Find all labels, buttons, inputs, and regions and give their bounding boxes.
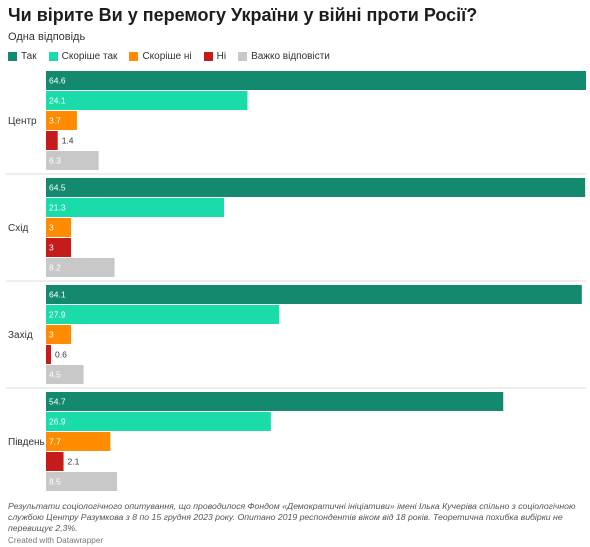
bar-4 (46, 345, 52, 364)
value-label: 64.1 (49, 290, 66, 300)
bar-4 (46, 131, 58, 150)
bar-1 (46, 178, 586, 197)
chart-subtitle: Одна відповідь (8, 31, 86, 43)
value-label: 64.5 (49, 183, 66, 193)
value-label: 6.3 (49, 156, 61, 166)
legend-label: Так (21, 51, 37, 62)
bar-1 (46, 392, 504, 411)
value-label: 3.7 (49, 116, 61, 126)
category-label: Захід (8, 330, 33, 341)
bar-4 (46, 238, 72, 257)
legend-label: Важко відповісти (251, 51, 330, 62)
legend-label: Ні (216, 51, 227, 62)
value-label: 26.9 (49, 417, 66, 427)
value-label: 4.5 (49, 370, 61, 380)
legend-swatch (8, 52, 17, 61)
category-label: Схід (8, 223, 28, 234)
legend-label: Скоріше так (61, 51, 118, 62)
value-label: 8.5 (49, 477, 61, 487)
bar-2 (46, 91, 248, 110)
value-label: 3 (49, 243, 54, 253)
bar-1 (46, 285, 582, 304)
bar-3 (46, 432, 111, 451)
bar-5 (46, 365, 84, 384)
bar-chart: Центр 64.6 24.1 3.71.46.3 Схід 64.5 21.3 3 3 8.2 З… (6, 71, 586, 491)
legend-swatch (129, 52, 139, 61)
bar-2 (46, 412, 271, 431)
value-label: 3 (49, 330, 54, 340)
bar-2 (46, 198, 225, 217)
value-label: 7.7 (49, 437, 61, 447)
category-label: Центр (8, 116, 37, 127)
legend-item: Скоріше так (48, 51, 118, 62)
chart-notes: Результати соціологічного опитування, що… (8, 501, 576, 533)
bar-4 (46, 452, 64, 471)
chart-legend: Так Скоріше так Скоріше ні Ні Важко відповіс… (8, 51, 330, 62)
value-label: 0.6 (55, 350, 67, 360)
bar-3 (46, 111, 77, 130)
value-label: 27.9 (49, 310, 66, 320)
value-label: 8.2 (49, 263, 61, 273)
bar-3 (46, 218, 72, 237)
bar-2 (46, 305, 280, 324)
category-label: Південь (8, 437, 45, 448)
bar-5 (46, 151, 99, 170)
chart-title: Чи вірите Ви у перемогу України у війні … (8, 5, 478, 25)
legend-item: Скоріше ні (129, 51, 192, 62)
value-label: 54.7 (49, 397, 66, 407)
value-label: 64.6 (49, 76, 66, 86)
value-label: 21.3 (49, 203, 66, 213)
bar-5 (46, 258, 115, 277)
bar-5 (46, 472, 118, 491)
bar-1 (46, 71, 586, 90)
legend-item: Ні (203, 51, 227, 62)
legend-label: Скоріше ні (142, 51, 192, 62)
legend-item: Так (8, 51, 37, 62)
legend-item: Важко відповісти (238, 51, 330, 62)
legend-swatch (203, 52, 213, 61)
legend-swatch (238, 52, 248, 61)
legend-swatch (48, 52, 58, 61)
value-label: 3 (49, 223, 54, 233)
bar-3 (46, 325, 72, 344)
value-label: 2.1 (68, 457, 80, 467)
value-label: 24.1 (49, 96, 66, 106)
value-label: 1.4 (62, 136, 74, 146)
credit-text: Created with Datawrapper (8, 536, 104, 545)
